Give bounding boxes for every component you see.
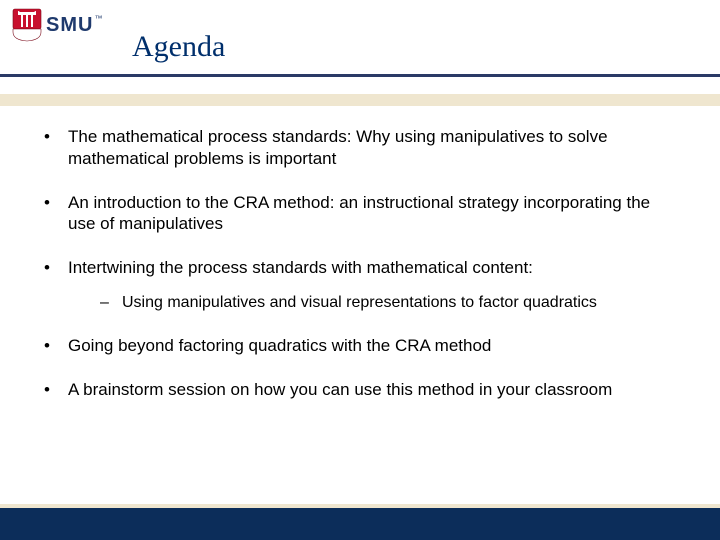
slide-header: SMU™ Agenda <box>0 0 720 84</box>
bullet-glyph: • <box>44 126 68 170</box>
bullet-glyph: • <box>44 257 68 279</box>
list-item-text: The mathematical process standards: Why … <box>68 126 672 170</box>
slide-footer <box>0 504 720 540</box>
list-item: • Going beyond factoring quadratics with… <box>44 335 672 357</box>
bullet-glyph: • <box>44 335 68 357</box>
list-item-text: Intertwining the process standards with … <box>68 257 672 279</box>
sublist-item-text: Using manipulatives and visual represent… <box>122 293 597 313</box>
list-item: • An introduction to the CRA method: an … <box>44 192 672 236</box>
slide: SMU™ Agenda • The mathematical process s… <box>0 0 720 540</box>
logo: SMU™ <box>12 8 720 42</box>
bullet-glyph: – <box>100 293 122 313</box>
bullet-glyph: • <box>44 192 68 236</box>
list-item-text: An introduction to the CRA method: an in… <box>68 192 672 236</box>
list-item-text: A brainstorm session on how you can use … <box>68 379 672 401</box>
divider-dark <box>0 74 720 77</box>
list-item: • The mathematical process standards: Wh… <box>44 126 672 170</box>
list-item: • A brainstorm session on how you can us… <box>44 379 672 401</box>
logo-text-main: SMU <box>46 14 93 36</box>
slide-title: Agenda <box>132 30 225 64</box>
sublist-item: – Using manipulatives and visual represe… <box>100 293 672 313</box>
logo-text: SMU™ <box>46 14 102 37</box>
bullet-glyph: • <box>44 379 68 401</box>
footer-bar-blue <box>0 508 720 540</box>
list-item-text: Going beyond factoring quadratics with t… <box>68 335 672 357</box>
slide-body: • The mathematical process standards: Wh… <box>44 126 672 423</box>
shield-icon <box>12 8 42 42</box>
divider-tan <box>0 94 720 106</box>
logo-tm: ™ <box>94 14 102 23</box>
list-item: • Intertwining the process standards wit… <box>44 257 672 279</box>
